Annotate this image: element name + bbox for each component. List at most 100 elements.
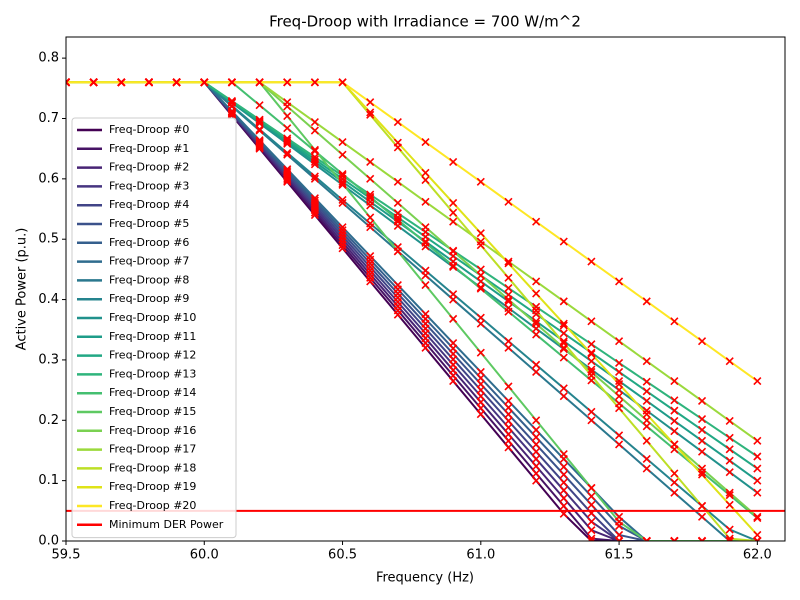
- marker: [366, 108, 375, 117]
- marker: [670, 478, 679, 487]
- marker: [393, 215, 402, 224]
- y-tick-label: 0.6: [38, 171, 59, 186]
- marker: [559, 319, 568, 328]
- marker: [338, 171, 347, 180]
- marker: [504, 337, 513, 346]
- y-axis-label: Active Power (p.u.): [15, 228, 30, 351]
- marker: [615, 536, 624, 541]
- marker: [200, 78, 209, 87]
- marker: [615, 392, 624, 401]
- x-tick-label: 60.0: [190, 548, 219, 563]
- marker: [255, 136, 264, 145]
- marker: [670, 396, 679, 405]
- marker: [642, 416, 651, 425]
- marker: [532, 367, 541, 377]
- marker: [283, 136, 292, 145]
- marker: [532, 476, 541, 485]
- marker: [66, 78, 71, 87]
- marker: [255, 115, 264, 124]
- marker: [532, 317, 541, 326]
- marker: [476, 398, 485, 407]
- marker: [476, 392, 485, 401]
- marker: [532, 330, 541, 339]
- marker: [587, 517, 596, 526]
- y-tick-label: 0.1: [38, 473, 59, 488]
- marker: [310, 172, 319, 181]
- marker: [559, 501, 568, 511]
- marker: [476, 367, 485, 377]
- marker: [310, 194, 319, 203]
- marker: [697, 470, 707, 479]
- marker: [421, 266, 430, 275]
- marker: [393, 138, 402, 147]
- legend-label: Freq-Droop #18: [109, 461, 196, 474]
- marker: [310, 126, 319, 135]
- marker: [753, 488, 762, 497]
- marker: [338, 238, 347, 247]
- marker: [283, 78, 292, 87]
- marker: [504, 257, 513, 266]
- marker: [310, 78, 319, 87]
- marker: [559, 462, 568, 471]
- marker: [697, 501, 707, 511]
- marker: [338, 180, 347, 189]
- legend-label: Freq-Droop #17: [109, 443, 196, 456]
- marker: [559, 478, 568, 487]
- marker: [476, 386, 485, 395]
- legend-label: Freq-Droop #6: [109, 236, 189, 249]
- marker: [504, 436, 513, 445]
- marker: [255, 78, 264, 87]
- marker: [338, 226, 347, 235]
- marker: [559, 486, 568, 495]
- marker: [283, 166, 292, 176]
- marker: [725, 416, 734, 425]
- marker: [615, 431, 624, 440]
- x-tick-label: 59.5: [52, 548, 81, 563]
- marker: [504, 295, 513, 304]
- marker: [587, 483, 596, 492]
- marker: [449, 290, 458, 299]
- legend-label: Freq-Droop #9: [109, 292, 189, 305]
- legend-label: Freq-Droop #2: [109, 161, 189, 174]
- marker: [89, 78, 98, 87]
- marker: [255, 118, 264, 127]
- y-tick-label: 0.4: [38, 292, 59, 307]
- y-tick-label: 0.3: [38, 352, 59, 367]
- y-tick-label: 0.2: [38, 413, 59, 428]
- marker: [504, 284, 513, 293]
- marker: [532, 462, 541, 471]
- marker: [532, 425, 541, 435]
- marker: [670, 440, 679, 449]
- marker: [753, 513, 762, 523]
- marker: [421, 168, 430, 177]
- marker: [532, 360, 541, 369]
- marker: [697, 447, 707, 456]
- y-tick-label: 0.5: [38, 232, 59, 247]
- marker: [449, 338, 458, 348]
- marker: [476, 271, 485, 280]
- y-tick-label: 0.7: [38, 111, 59, 126]
- marker: [697, 512, 707, 521]
- legend-label: Freq-Droop #20: [109, 499, 196, 512]
- marker: [504, 396, 513, 406]
- marker: [366, 157, 375, 167]
- marker: [504, 410, 513, 419]
- marker: [753, 476, 762, 485]
- marker: [504, 382, 513, 391]
- marker: [255, 101, 264, 110]
- marker: [504, 297, 513, 306]
- marker: [310, 155, 319, 164]
- marker: [532, 277, 541, 286]
- x-axis-label: Frequency (Hz): [376, 571, 474, 586]
- marker: [449, 314, 458, 323]
- marker: [532, 416, 541, 425]
- legend-label: Freq-Droop #15: [109, 405, 196, 418]
- marker: [615, 530, 624, 540]
- marker: [559, 392, 568, 401]
- legend-label: Freq-Droop #5: [109, 217, 189, 230]
- legend-label: Freq-Droop #0: [109, 123, 189, 136]
- marker: [117, 78, 126, 87]
- x-tick-label: 61.5: [605, 548, 634, 563]
- marker: [338, 177, 347, 186]
- marker: [449, 261, 458, 270]
